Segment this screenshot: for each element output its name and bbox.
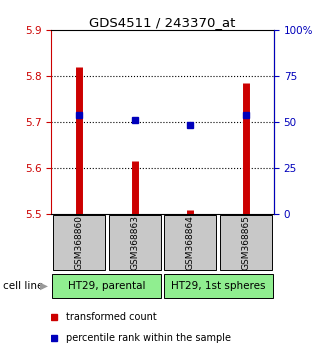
- Bar: [109, 215, 161, 270]
- Bar: [53, 215, 105, 270]
- Text: GSM368860: GSM368860: [75, 215, 83, 270]
- Text: GSM368864: GSM368864: [186, 215, 195, 270]
- Bar: [164, 215, 216, 270]
- Bar: [52, 274, 161, 298]
- Text: GSM368865: GSM368865: [242, 215, 250, 270]
- Text: HT29, parental: HT29, parental: [68, 281, 146, 291]
- Title: GDS4511 / 243370_at: GDS4511 / 243370_at: [89, 16, 236, 29]
- Text: GSM368863: GSM368863: [130, 215, 139, 270]
- Text: HT29, 1st spheres: HT29, 1st spheres: [171, 281, 265, 291]
- Text: transformed count: transformed count: [66, 312, 156, 322]
- Text: cell line: cell line: [3, 281, 44, 291]
- Text: ▶: ▶: [40, 281, 48, 291]
- Bar: [164, 274, 273, 298]
- Bar: [220, 215, 272, 270]
- Text: percentile rank within the sample: percentile rank within the sample: [66, 332, 231, 343]
